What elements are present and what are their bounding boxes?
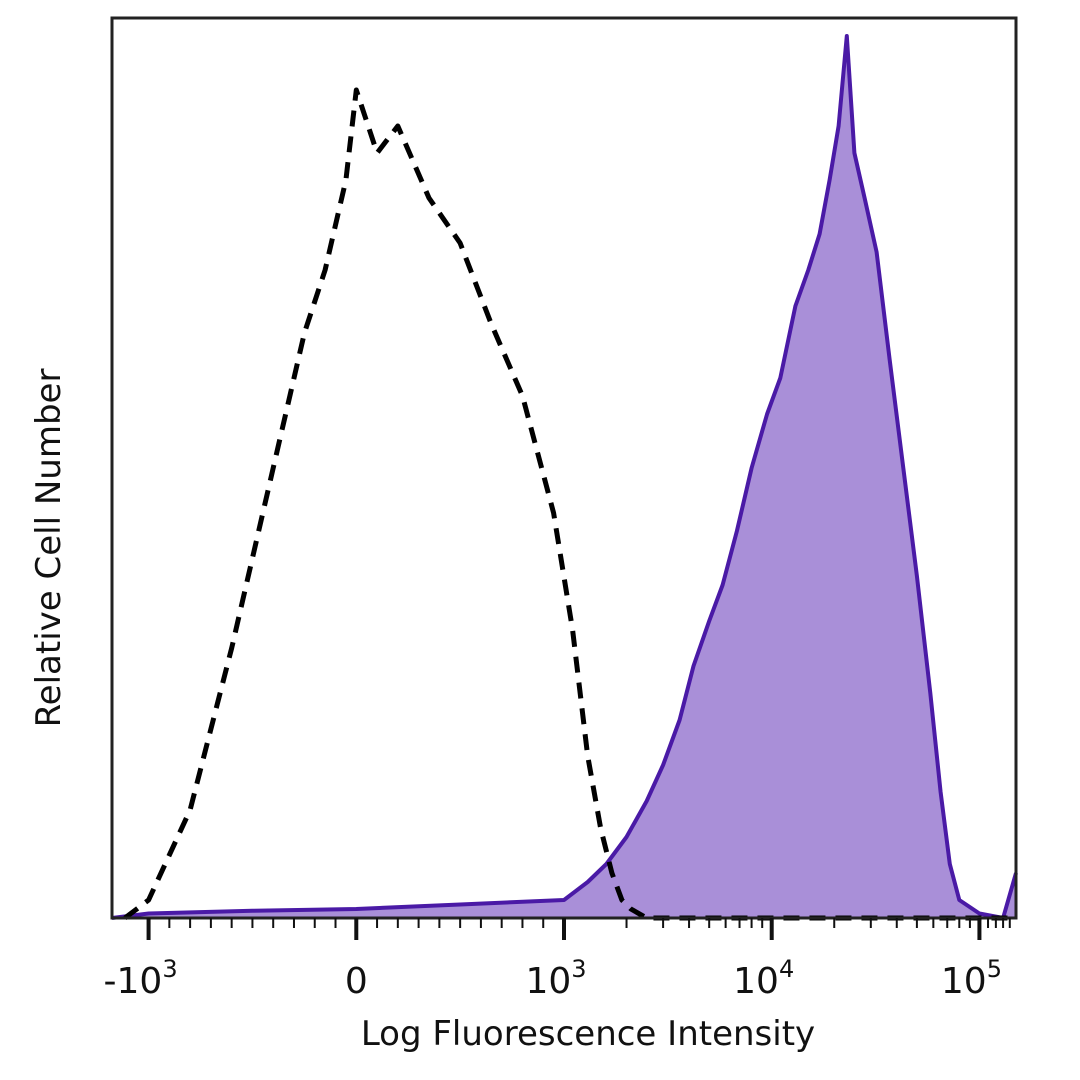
series-1-line (111, 34, 1018, 920)
x-tick-label: 103 (525, 955, 586, 1002)
x-axis-title: Log Fluorescence Intensity (361, 1014, 815, 1054)
x-tick-label: 0 (345, 961, 368, 1002)
y-axis-title: Relative Cell Number (29, 369, 69, 728)
x-tick-label: -103 (104, 955, 178, 1002)
series-0-line (123, 87, 1016, 921)
series-1-area (112, 36, 1016, 918)
x-tick-label: 105 (941, 955, 1002, 1002)
x-tick-label: 104 (733, 955, 794, 1002)
